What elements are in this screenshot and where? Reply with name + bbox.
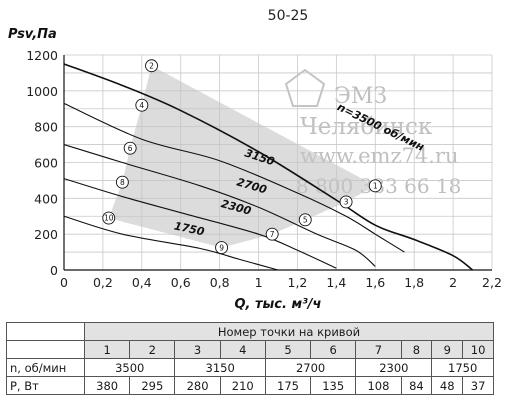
- operating-point-marker: [102, 211, 116, 225]
- empty-row-head: [6, 340, 85, 359]
- x-tick-label: 1,6: [365, 275, 385, 290]
- point-cell: 3: [174, 340, 221, 359]
- operating-point-marker: [265, 227, 279, 241]
- chart-axes: [63, 55, 492, 271]
- watermark-company: ЭМЗ: [334, 84, 387, 109]
- operating-points: 1 2 3 4 5 6 7 8 9 10: [102, 59, 382, 255]
- y-tick-label: 200: [34, 227, 58, 242]
- operating-point-label: 10: [104, 214, 114, 223]
- x-tick-label: 1,8: [404, 275, 424, 290]
- x-axis-label: Q, тыс. м³/ч: [235, 297, 322, 312]
- x-tick-label: 0,6: [171, 275, 191, 290]
- fan-curve: [63, 178, 337, 269]
- table-header: Номер точки на кривой: [84, 322, 494, 341]
- watermark-logo-icon: [284, 68, 326, 107]
- operating-point-label: 4: [139, 101, 144, 110]
- point-cell: 6: [310, 340, 357, 359]
- fan-curve: [63, 215, 279, 271]
- x-tick-label: 2,2: [482, 275, 502, 290]
- tick-labels: 0 0,2 0,4 0,6 0,8 1 1,2 1,4 1,6 1,8 2 2,2 0 200 400 600…: [26, 48, 502, 290]
- power-cell: 108: [355, 376, 402, 395]
- power-row-label: P, Вт: [6, 376, 85, 395]
- power-cell: 380: [83, 376, 131, 395]
- fan-curve: [63, 102, 405, 253]
- operating-point-marker: [298, 213, 312, 227]
- power-cell: 37: [462, 376, 494, 395]
- speed-cell: 3150: [174, 358, 266, 377]
- x-tick-label: 1,2: [288, 275, 308, 290]
- curve-label: 1750: [173, 219, 206, 238]
- y-tick-label: 0: [50, 263, 58, 278]
- point-cell: 7: [355, 340, 402, 359]
- x-tick-label: 0: [60, 275, 68, 290]
- y-tick-label: 800: [34, 120, 58, 135]
- point-cell: 8: [400, 340, 433, 359]
- x-tick-label: 1: [255, 275, 263, 290]
- fan-performance-chart: 50-25 Psv,Па Q, тыс. м³/ч ЭМЗ Челябинск …: [8, 8, 502, 312]
- power-cell: 84: [400, 376, 433, 395]
- point-cell: 4: [219, 340, 266, 359]
- power-cell: 280: [174, 376, 221, 395]
- x-tick-label: 0,8: [210, 275, 230, 290]
- speed-cell: 2700: [264, 358, 357, 377]
- performance-table: Номер точки на кривой 1 2 3 4 5 6 7 8 9 …: [6, 322, 494, 395]
- operating-point-label: 7: [270, 230, 275, 239]
- table-header-row: Номер точки на кривой: [6, 322, 494, 341]
- speed-cell: 3500: [83, 358, 176, 377]
- power-cell: 175: [264, 376, 312, 395]
- y-tick-label: 1200: [26, 48, 58, 63]
- point-number-row: 1 2 3 4 5 6 7 8 9 10: [6, 340, 494, 359]
- y-tick-label: 1000: [26, 84, 58, 99]
- curves: [63, 63, 474, 271]
- power-cell: 48: [431, 376, 464, 395]
- y-tick-label: 400: [34, 191, 58, 206]
- operating-point-marker: [135, 98, 149, 112]
- operating-point-label: 9: [219, 243, 224, 252]
- operating-point-label: 1: [373, 181, 378, 190]
- working-area: [108, 65, 376, 248]
- operating-point-marker: [123, 141, 137, 155]
- x-tick-label: 1,4: [326, 275, 346, 290]
- point-cell: 10: [462, 340, 494, 359]
- x-tick-label: 0,2: [93, 275, 113, 290]
- operating-point-label: 6: [128, 144, 133, 153]
- point-cell: 5: [264, 340, 312, 359]
- operating-point-marker: [215, 241, 229, 255]
- operating-point-marker: [339, 195, 353, 209]
- operating-point-marker: [145, 59, 158, 73]
- speed-cell: 1750: [431, 358, 494, 377]
- operating-point-marker: [368, 179, 382, 193]
- operating-point-label: 8: [120, 178, 125, 187]
- y-tick-label: 600: [34, 156, 58, 171]
- y-axis-label: Psv,Па: [8, 27, 57, 42]
- speed-row-label: n, об/мин: [6, 358, 85, 377]
- empty-corner-cell: [6, 322, 85, 341]
- fan-curve: [63, 144, 376, 267]
- operating-point-marker: [115, 175, 129, 189]
- speed-row: n, об/мин 3500 3150 2700 2300 1750: [6, 358, 494, 377]
- operating-point-label: 5: [303, 216, 308, 225]
- fan-curve: [63, 63, 474, 271]
- x-tick-label: 2: [449, 275, 457, 290]
- speed-cell: 2300: [355, 358, 433, 377]
- point-cell: 9: [431, 340, 464, 359]
- operating-point-label: 2: [149, 61, 154, 70]
- chart-title: 50-25: [268, 8, 309, 24]
- operating-point-label: 3: [344, 198, 349, 207]
- point-cell: 2: [129, 340, 176, 359]
- power-cell: 210: [219, 376, 266, 395]
- power-row: P, Вт 380 295 280 210 175 135 108 84 48 …: [6, 376, 494, 395]
- power-cell: 135: [310, 376, 357, 395]
- x-tick-label: 0,4: [132, 275, 152, 290]
- power-cell: 295: [129, 376, 176, 395]
- point-cell: 1: [83, 340, 131, 359]
